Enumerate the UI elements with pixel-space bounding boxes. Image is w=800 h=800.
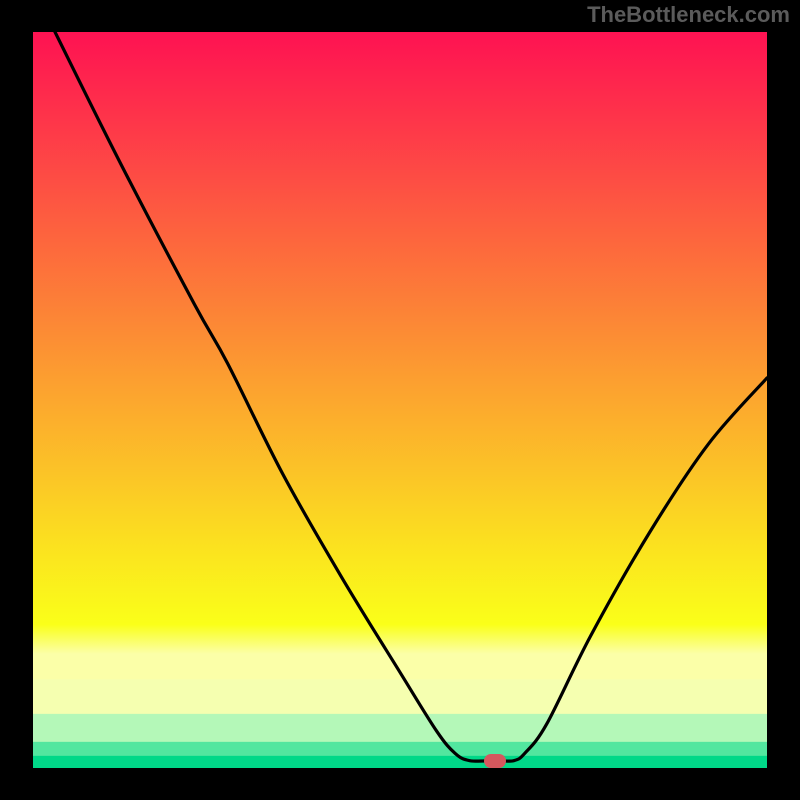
- gradient-background: [33, 32, 767, 768]
- watermark-text: TheBottleneck.com: [587, 2, 790, 28]
- plot-area: [33, 32, 767, 768]
- optimum-marker: [484, 754, 506, 768]
- chart-frame: TheBottleneck.com: [0, 0, 800, 800]
